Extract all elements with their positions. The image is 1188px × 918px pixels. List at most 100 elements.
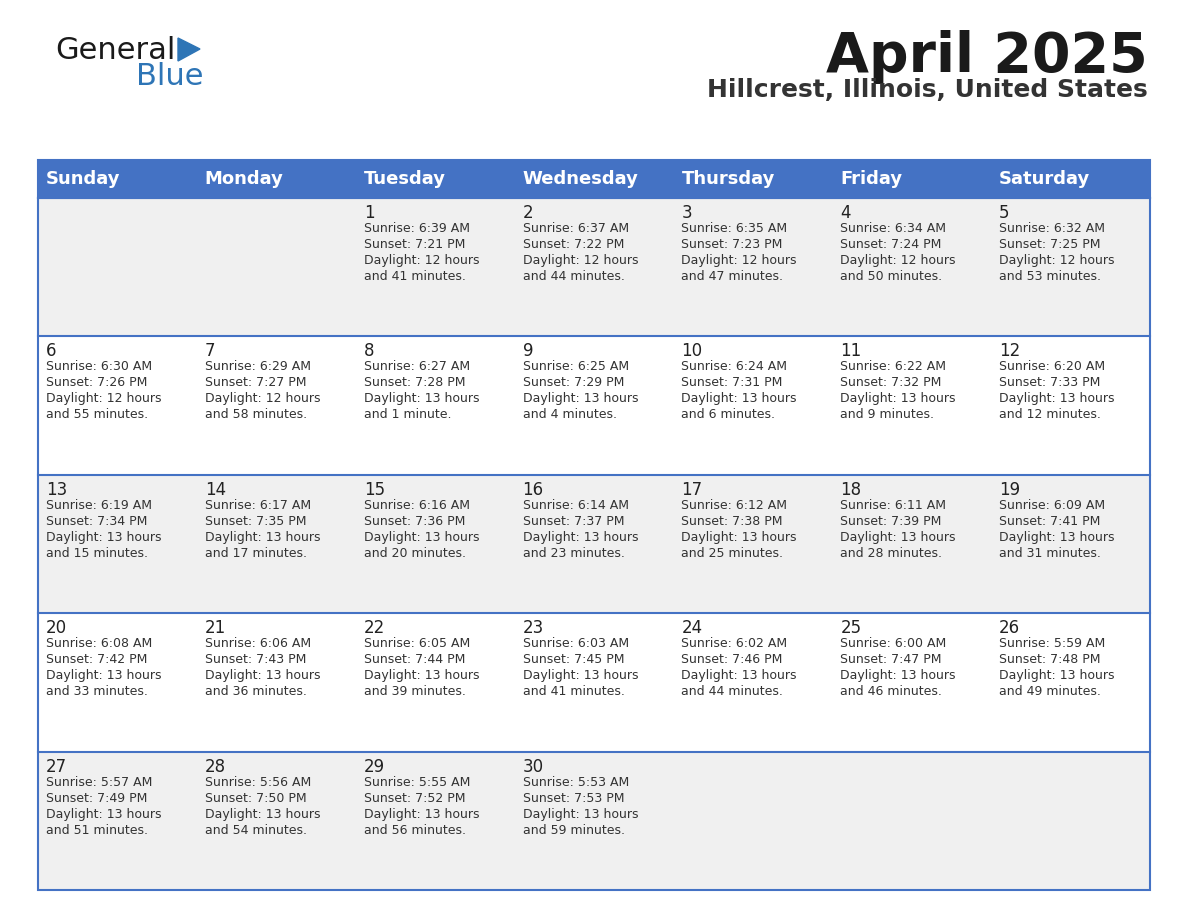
Text: and 51 minutes.: and 51 minutes.	[46, 823, 148, 836]
Text: Sunset: 7:33 PM: Sunset: 7:33 PM	[999, 376, 1100, 389]
Text: 11: 11	[840, 342, 861, 361]
Text: Sunset: 7:31 PM: Sunset: 7:31 PM	[682, 376, 783, 389]
Bar	[38, 160, 1150, 890]
Text: Sunset: 7:50 PM: Sunset: 7:50 PM	[204, 791, 307, 804]
Text: and 6 minutes.: and 6 minutes.	[682, 409, 776, 421]
Text: Daylight: 12 hours: Daylight: 12 hours	[204, 392, 321, 406]
Text: Sunset: 7:28 PM: Sunset: 7:28 PM	[364, 376, 466, 389]
Text: Sunrise: 6:25 AM: Sunrise: 6:25 AM	[523, 361, 628, 374]
Text: Sunset: 7:53 PM: Sunset: 7:53 PM	[523, 791, 624, 804]
Text: Daylight: 13 hours: Daylight: 13 hours	[682, 531, 797, 543]
Text: Daylight: 12 hours: Daylight: 12 hours	[364, 254, 479, 267]
Text: Daylight: 13 hours: Daylight: 13 hours	[46, 808, 162, 821]
Bar	[38, 613, 1150, 752]
Text: Saturday: Saturday	[999, 170, 1091, 188]
Text: Sunset: 7:36 PM: Sunset: 7:36 PM	[364, 515, 465, 528]
Text: Daylight: 12 hours: Daylight: 12 hours	[682, 254, 797, 267]
Text: Sunrise: 6:24 AM: Sunrise: 6:24 AM	[682, 361, 788, 374]
Polygon shape	[178, 38, 200, 61]
Text: Sunrise: 6:35 AM: Sunrise: 6:35 AM	[682, 222, 788, 235]
Text: Sunset: 7:29 PM: Sunset: 7:29 PM	[523, 376, 624, 389]
Text: Daylight: 13 hours: Daylight: 13 hours	[840, 531, 956, 543]
Text: Daylight: 13 hours: Daylight: 13 hours	[364, 531, 479, 543]
Text: Daylight: 13 hours: Daylight: 13 hours	[840, 392, 956, 406]
Text: Thursday: Thursday	[682, 170, 775, 188]
Text: Daylight: 12 hours: Daylight: 12 hours	[840, 254, 956, 267]
Bar	[38, 198, 1150, 336]
Text: and 44 minutes.: and 44 minutes.	[682, 685, 783, 699]
Text: 27: 27	[46, 757, 68, 776]
Text: Sunset: 7:45 PM: Sunset: 7:45 PM	[523, 654, 624, 666]
Text: Monday: Monday	[204, 170, 284, 188]
Text: 12: 12	[999, 342, 1020, 361]
Text: and 12 minutes.: and 12 minutes.	[999, 409, 1101, 421]
Text: Daylight: 13 hours: Daylight: 13 hours	[999, 531, 1114, 543]
Text: 5: 5	[999, 204, 1010, 222]
Text: Sunrise: 6:17 AM: Sunrise: 6:17 AM	[204, 498, 311, 512]
Text: Tuesday: Tuesday	[364, 170, 446, 188]
Text: and 41 minutes.: and 41 minutes.	[523, 685, 625, 699]
Text: Sunrise: 6:11 AM: Sunrise: 6:11 AM	[840, 498, 947, 512]
Text: and 15 minutes.: and 15 minutes.	[46, 547, 148, 560]
Text: and 31 minutes.: and 31 minutes.	[999, 547, 1101, 560]
Text: Daylight: 13 hours: Daylight: 13 hours	[999, 392, 1114, 406]
Text: 13: 13	[46, 481, 68, 498]
Text: 10: 10	[682, 342, 702, 361]
Text: and 53 minutes.: and 53 minutes.	[999, 270, 1101, 283]
Text: Sunset: 7:47 PM: Sunset: 7:47 PM	[840, 654, 942, 666]
Text: 1: 1	[364, 204, 374, 222]
Text: Sunrise: 6:14 AM: Sunrise: 6:14 AM	[523, 498, 628, 512]
Text: and 44 minutes.: and 44 minutes.	[523, 270, 625, 283]
Text: Daylight: 13 hours: Daylight: 13 hours	[523, 808, 638, 821]
Text: Sunrise: 6:05 AM: Sunrise: 6:05 AM	[364, 637, 470, 650]
Text: 15: 15	[364, 481, 385, 498]
Text: Sunset: 7:39 PM: Sunset: 7:39 PM	[840, 515, 942, 528]
Text: and 1 minute.: and 1 minute.	[364, 409, 451, 421]
Text: Sunrise: 6:27 AM: Sunrise: 6:27 AM	[364, 361, 469, 374]
Text: and 54 minutes.: and 54 minutes.	[204, 823, 307, 836]
Text: Sunrise: 6:16 AM: Sunrise: 6:16 AM	[364, 498, 469, 512]
Text: Sunset: 7:41 PM: Sunset: 7:41 PM	[999, 515, 1100, 528]
Bar	[38, 336, 1150, 475]
Text: 6: 6	[46, 342, 57, 361]
Text: Sunrise: 6:39 AM: Sunrise: 6:39 AM	[364, 222, 469, 235]
Text: Sunrise: 6:32 AM: Sunrise: 6:32 AM	[999, 222, 1105, 235]
Text: Sunset: 7:37 PM: Sunset: 7:37 PM	[523, 515, 624, 528]
Text: Daylight: 13 hours: Daylight: 13 hours	[999, 669, 1114, 682]
Text: Sunrise: 6:30 AM: Sunrise: 6:30 AM	[46, 361, 152, 374]
Text: Daylight: 13 hours: Daylight: 13 hours	[523, 531, 638, 543]
Text: Sunset: 7:25 PM: Sunset: 7:25 PM	[999, 238, 1100, 251]
Text: Sunrise: 5:53 AM: Sunrise: 5:53 AM	[523, 776, 628, 789]
Text: Sunset: 7:38 PM: Sunset: 7:38 PM	[682, 515, 783, 528]
Text: and 36 minutes.: and 36 minutes.	[204, 685, 307, 699]
Text: 14: 14	[204, 481, 226, 498]
Text: 9: 9	[523, 342, 533, 361]
Text: 24: 24	[682, 620, 702, 637]
Text: Sunrise: 6:29 AM: Sunrise: 6:29 AM	[204, 361, 311, 374]
Text: 7: 7	[204, 342, 215, 361]
Text: Daylight: 13 hours: Daylight: 13 hours	[682, 392, 797, 406]
Text: Daylight: 12 hours: Daylight: 12 hours	[523, 254, 638, 267]
Text: Sunrise: 6:12 AM: Sunrise: 6:12 AM	[682, 498, 788, 512]
Text: and 17 minutes.: and 17 minutes.	[204, 547, 307, 560]
Text: and 33 minutes.: and 33 minutes.	[46, 685, 147, 699]
Text: Sunset: 7:26 PM: Sunset: 7:26 PM	[46, 376, 147, 389]
Text: and 25 minutes.: and 25 minutes.	[682, 547, 783, 560]
Text: 3: 3	[682, 204, 693, 222]
Text: 2: 2	[523, 204, 533, 222]
Text: Sunset: 7:48 PM: Sunset: 7:48 PM	[999, 654, 1100, 666]
Text: and 49 minutes.: and 49 minutes.	[999, 685, 1101, 699]
Text: Sunset: 7:23 PM: Sunset: 7:23 PM	[682, 238, 783, 251]
Text: Sunset: 7:32 PM: Sunset: 7:32 PM	[840, 376, 942, 389]
Text: Daylight: 13 hours: Daylight: 13 hours	[523, 392, 638, 406]
Text: 16: 16	[523, 481, 544, 498]
Text: Friday: Friday	[840, 170, 903, 188]
Text: and 46 minutes.: and 46 minutes.	[840, 685, 942, 699]
Text: Daylight: 13 hours: Daylight: 13 hours	[204, 531, 321, 543]
Text: 21: 21	[204, 620, 226, 637]
Text: Daylight: 13 hours: Daylight: 13 hours	[840, 669, 956, 682]
Text: Sunset: 7:35 PM: Sunset: 7:35 PM	[204, 515, 307, 528]
Text: Daylight: 13 hours: Daylight: 13 hours	[204, 808, 321, 821]
Text: April 2025: April 2025	[826, 30, 1148, 84]
Text: 30: 30	[523, 757, 544, 776]
